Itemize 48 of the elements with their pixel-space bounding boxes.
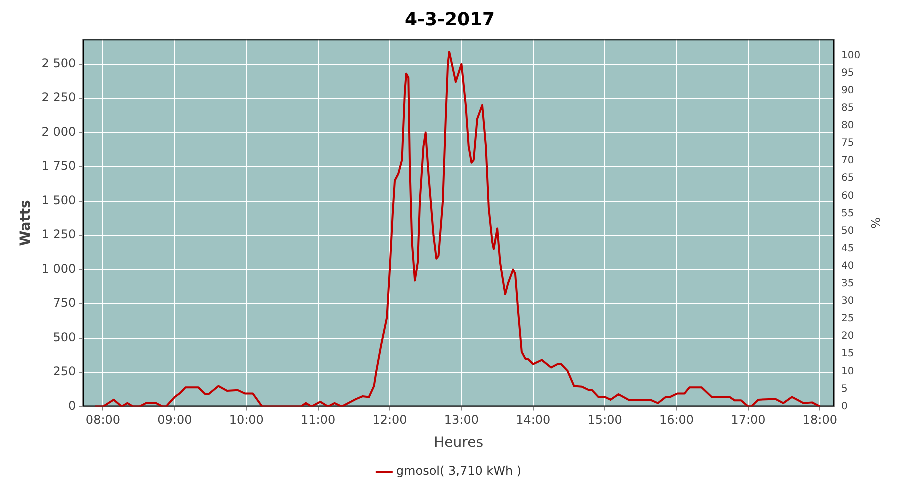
y-tick-label: 2 000: [42, 124, 76, 139]
y2-tick-label: 65: [842, 173, 854, 184]
y2-tick-label: 55: [842, 208, 854, 220]
chart-title: 4-3-2017: [404, 9, 496, 30]
y2-tick-label: 25: [842, 314, 854, 325]
y-tick-label: 0: [68, 398, 76, 413]
y2-tick-label: 60: [842, 190, 854, 202]
y-tick-label: 500: [53, 330, 76, 344]
x-tick-label: 15:00: [588, 413, 622, 428]
y2-axis-title: %: [868, 217, 883, 229]
y-tick-label: 250: [53, 364, 76, 379]
y2-tick-label: 100: [842, 50, 861, 62]
x-tick-label: 08:00: [86, 413, 121, 428]
x-tick-label: 12:00: [372, 413, 408, 428]
x-tick-label: 09:00: [158, 413, 192, 428]
y2-tick-label: 20: [842, 331, 854, 342]
y-tick-label: 2 500: [42, 56, 76, 70]
x-tick-label: 13:00: [444, 413, 479, 428]
y2-tick-label: 30: [842, 296, 854, 308]
y2-tick-label: 45: [842, 243, 854, 254]
legend-label: gmosol( 3,710 kWh ): [396, 464, 522, 478]
x-tick-label: 17:00: [731, 413, 766, 428]
y-tick-label: 1 250: [42, 228, 76, 242]
y-tick-label: 1 500: [42, 193, 76, 208]
x-tick-label: 14:00: [516, 413, 551, 428]
y2-tick-label: 85: [842, 103, 854, 114]
y2-tick-label: 5: [842, 384, 848, 395]
y-tick-label: 2 250: [42, 90, 76, 105]
y-tick-label: 1 750: [42, 159, 76, 174]
y2-tick-label: 40: [842, 260, 854, 272]
y2-tick-label: 10: [842, 366, 854, 378]
y2-tick-label: 0: [842, 401, 848, 412]
x-tick-label: 16:00: [659, 413, 694, 428]
y2-tick-label: 70: [842, 156, 854, 167]
y-tick-label: 1 000: [42, 262, 76, 276]
y2-tick-label: 90: [842, 85, 854, 96]
y-tick-label: 750: [53, 296, 76, 310]
y2-tick-label: 95: [842, 68, 854, 79]
x-tick-label: 10:00: [229, 413, 264, 428]
y2-tick-label: 50: [842, 226, 854, 237]
y-axis-title: Watts: [18, 200, 34, 246]
x-tick-label: 11:00: [301, 413, 336, 428]
y2-tick-label: 35: [842, 278, 854, 290]
x-axis-title: Heures: [434, 435, 484, 452]
x-tick-label: 18:00: [802, 413, 838, 428]
y2-tick-label: 15: [842, 348, 854, 360]
y2-tick-label: 80: [842, 120, 854, 132]
y2-tick-label: 75: [842, 138, 854, 150]
